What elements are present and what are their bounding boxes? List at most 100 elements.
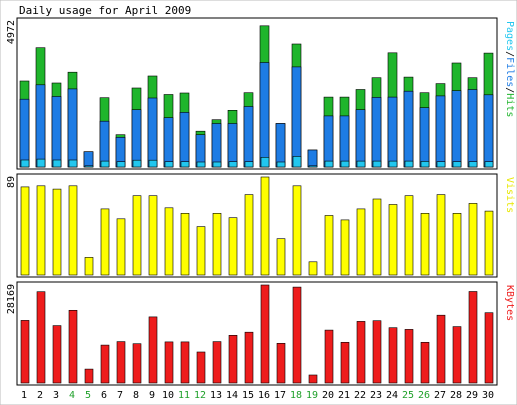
bar-kbytes-day-27 (436, 314, 446, 384)
x-tick-day-12: 12 (194, 390, 206, 401)
x-tick-day-1: 1 (21, 390, 27, 401)
panel-1-border (16, 17, 498, 170)
x-tick-day-25: 25 (402, 390, 414, 401)
bar-pages-day-19 (308, 165, 318, 168)
bar-kbytes-day-6 (100, 344, 110, 384)
bar-pages-day-15 (244, 161, 254, 168)
bar-kbytes-day-28 (452, 326, 462, 384)
bar-visits-day-6 (100, 208, 110, 276)
x-tick-day-20: 20 (322, 390, 334, 401)
chart-title: Daily usage for April 2009 (19, 4, 191, 17)
bar-files-day-28 (451, 90, 462, 168)
bar-visits-day-3 (52, 188, 62, 276)
bar-visits-day-17 (276, 238, 286, 276)
bar-visits-day-22 (356, 208, 366, 276)
bar-kbytes-day-17 (276, 342, 286, 384)
bar-pages-day-3 (52, 159, 62, 168)
bar-visits-day-23 (372, 198, 382, 276)
bar-visits-day-14 (228, 217, 238, 276)
series-pages (20, 156, 494, 168)
x-tick-day-19: 19 (306, 390, 318, 401)
bar-files-day-5 (83, 151, 94, 168)
bar-visits-day-26 (420, 213, 430, 276)
bar-files-day-11 (179, 112, 190, 168)
x-tick-day-26: 26 (418, 390, 430, 401)
bar-kbytes-day-2 (36, 291, 46, 384)
x-tick-day-14: 14 (226, 390, 238, 401)
bar-visits-day-21 (340, 219, 350, 276)
bar-visits-day-30 (484, 210, 494, 276)
bar-files-day-15 (243, 106, 254, 168)
bar-pages-day-28 (452, 161, 462, 168)
series-files (19, 62, 494, 168)
bar-visits-day-7 (116, 218, 126, 276)
legend-part-slash: / (504, 87, 515, 93)
bar-files-day-20 (323, 115, 334, 168)
x-tick-day-30: 30 (482, 390, 494, 401)
legend-part-pages: Pages (504, 21, 515, 51)
bar-pages-day-17 (276, 161, 286, 168)
bar-files-day-4 (67, 88, 78, 168)
panel-1: 4972 Pages/Files/Hits (6, 17, 515, 170)
bar-kbytes-day-30 (484, 312, 494, 384)
bar-pages-day-25 (404, 160, 414, 168)
x-tick-day-3: 3 (53, 390, 59, 401)
bar-visits-day-5 (84, 257, 94, 276)
bar-pages-day-1 (20, 159, 30, 168)
bar-files-day-13 (211, 123, 222, 168)
bar-pages-day-2 (36, 158, 46, 168)
x-tick-day-7: 7 (117, 390, 123, 401)
panel-2-ymax-label: 89 (6, 176, 17, 188)
bar-kbytes-day-14 (228, 334, 238, 384)
bar-files-day-27 (435, 95, 446, 168)
bar-files-day-9 (147, 97, 158, 168)
bar-kbytes-day-16 (260, 284, 270, 384)
bar-visits-day-19 (308, 261, 318, 276)
bar-visits-day-18 (292, 185, 302, 276)
x-tick-day-8: 8 (133, 390, 139, 401)
bar-visits-day-13 (212, 213, 222, 276)
bar-pages-day-23 (372, 160, 382, 168)
bar-visits-day-9 (148, 195, 158, 276)
bar-files-day-19 (307, 149, 318, 168)
bar-pages-day-9 (148, 159, 158, 168)
x-tick-day-9: 9 (149, 390, 155, 401)
bar-visits-day-2 (36, 185, 46, 276)
x-tick-day-17: 17 (274, 390, 286, 401)
bar-files-day-25 (403, 90, 414, 168)
x-tick-day-2: 2 (37, 390, 43, 401)
bar-pages-day-5 (84, 165, 94, 168)
bar-pages-day-20 (324, 160, 334, 168)
x-tick-day-21: 21 (338, 390, 350, 401)
panel-2: 89 Visits (6, 173, 515, 278)
bar-visits-day-16 (260, 176, 270, 276)
bar-pages-day-6 (100, 160, 110, 168)
bar-kbytes-day-21 (340, 341, 350, 384)
legend-part-hits: Hits (504, 93, 515, 117)
bar-kbytes-day-5 (84, 368, 94, 384)
bar-pages-day-30 (484, 161, 494, 168)
bar-kbytes-day-22 (356, 321, 366, 384)
panel-3-border (16, 281, 498, 386)
bar-kbytes-day-15 (244, 331, 254, 384)
bar-kbytes-day-3 (52, 325, 62, 384)
bar-kbytes-day-20 (324, 329, 334, 384)
bar-kbytes-day-19 (308, 374, 318, 384)
bar-visits-day-24 (388, 204, 398, 276)
series-visits (20, 176, 494, 276)
x-tick-day-18: 18 (290, 390, 302, 401)
x-tick-day-28: 28 (450, 390, 462, 401)
bar-files-day-14 (227, 123, 238, 168)
bar-kbytes-day-13 (212, 341, 222, 384)
panel-2-border (16, 173, 498, 278)
bar-visits-day-29 (468, 203, 478, 276)
bar-pages-day-24 (388, 160, 398, 168)
bar-pages-day-27 (436, 161, 446, 168)
bar-files-day-30 (483, 94, 494, 168)
bar-kbytes-day-7 (116, 341, 126, 384)
x-tick-day-11: 11 (178, 390, 190, 401)
panel-1-ymax-label: 4972 (6, 20, 17, 44)
bar-files-day-3 (51, 96, 62, 168)
